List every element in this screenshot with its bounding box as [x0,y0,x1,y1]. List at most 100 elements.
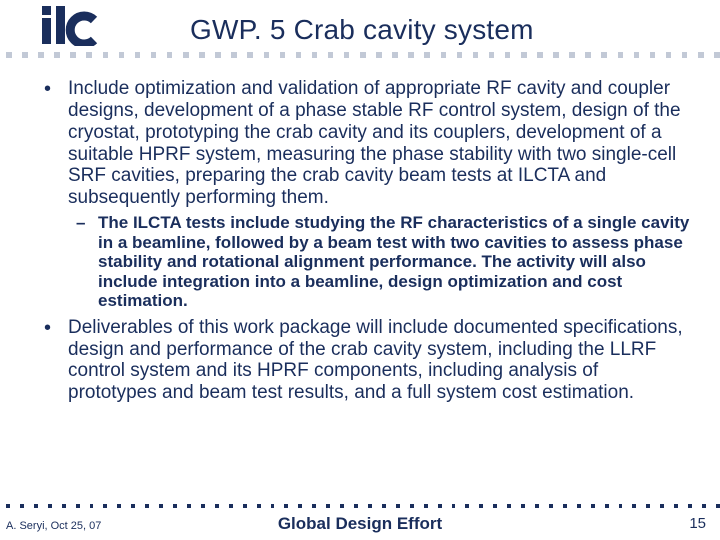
decor-dot [257,504,261,508]
decor-dot [660,504,664,508]
dotted-divider-top [0,52,720,58]
footer: A. Seryi, Oct 25, 07 Global Design Effor… [0,514,720,536]
decor-dot [605,504,609,508]
decor-dot [54,52,60,58]
decor-dot [326,504,330,508]
decor-dot [521,52,527,58]
decor-dot [473,52,479,58]
decor-dot [183,52,189,58]
decor-dot [167,52,173,58]
bullet-level1: Deliverables of this work package will i… [38,317,690,404]
decor-dot [569,52,575,58]
slide-number: 15 [689,515,706,532]
decor-dot [563,504,567,508]
decor-dot [103,504,107,508]
decor-dot [376,52,382,58]
decor-dot [344,52,350,58]
decor-dot [62,504,66,508]
decor-dot [271,504,275,508]
decor-dot [90,504,94,508]
decor-dot [521,504,525,508]
dotted-divider-bottom [0,504,720,510]
decor-dot [396,504,400,508]
decor-dot [674,504,678,508]
decor-dot [632,504,636,508]
decor-dot [117,504,121,508]
decor-dot [229,504,233,508]
slide: GWP. 5 Crab cavity system Include optimi… [0,0,720,540]
decor-dot [535,504,539,508]
decor-dot [6,504,10,508]
decor-dot [215,504,219,508]
decor-dot [716,504,720,508]
decor-dot [22,52,28,58]
decor-dot [135,52,141,58]
decor-dot [34,504,38,508]
decor-dot [646,504,650,508]
decor-dot [70,52,76,58]
sub-bullet-text: The ILCTA tests include studying the RF … [98,213,690,311]
decor-dot [441,52,447,58]
decor-dot [187,504,191,508]
decor-dot [20,504,24,508]
decor-dot [284,504,288,508]
decor-dot [438,504,442,508]
decor-dot [159,504,163,508]
decor-dot [505,52,511,58]
decor-dot [173,504,177,508]
decor-dot [264,52,270,58]
decor-dot [76,504,80,508]
bullet-text: Deliverables of this work package will i… [68,317,690,404]
decor-dot [424,52,430,58]
sub-bullet-list: The ILCTA tests include studying the RF … [68,213,690,311]
bullet-text: Include optimization and validation of a… [68,78,690,209]
decor-dot [452,504,456,508]
footer-title: Global Design Effort [0,514,720,534]
decor-dot [577,504,581,508]
decor-dot [618,52,624,58]
decor-dot [247,52,253,58]
decor-dot [619,504,623,508]
decor-dot [479,504,483,508]
decor-dot [86,52,92,58]
decor-dot [382,504,386,508]
decor-dot [201,504,205,508]
decor-dot [507,504,511,508]
decor-dot [634,52,640,58]
decor-dot [368,504,372,508]
decor-dot [6,52,12,58]
decor-dot [354,504,358,508]
decor-dot [688,504,692,508]
decor-dot [410,504,414,508]
decor-dot [312,52,318,58]
decor-dot [103,52,109,58]
decor-dot [489,52,495,58]
bullet-level2: The ILCTA tests include studying the RF … [68,213,690,311]
decor-dot [243,504,247,508]
slide-title: GWP. 5 Crab cavity system [190,14,534,46]
bullet-level1: Include optimization and validation of a… [38,78,690,311]
decor-dot [666,52,672,58]
decor-dot [549,504,553,508]
decor-dot [537,52,543,58]
decor-dot [601,52,607,58]
decor-dot [698,52,704,58]
decor-dot [280,52,286,58]
decor-dot [591,504,595,508]
decor-dot [215,52,221,58]
decor-dot [714,52,720,58]
decor-dot [119,52,125,58]
decor-dot [328,52,334,58]
decor-dot [682,52,688,58]
decor-dot [650,52,656,58]
decor-dot [424,504,428,508]
decor-dot [296,52,302,58]
decor-dot [131,504,135,508]
decor-dot [38,52,44,58]
decor-dot [360,52,366,58]
header: GWP. 5 Crab cavity system [0,0,720,70]
decor-dot [585,52,591,58]
decor-dot [493,504,497,508]
decor-dot [702,504,706,508]
decor-dot [553,52,559,58]
